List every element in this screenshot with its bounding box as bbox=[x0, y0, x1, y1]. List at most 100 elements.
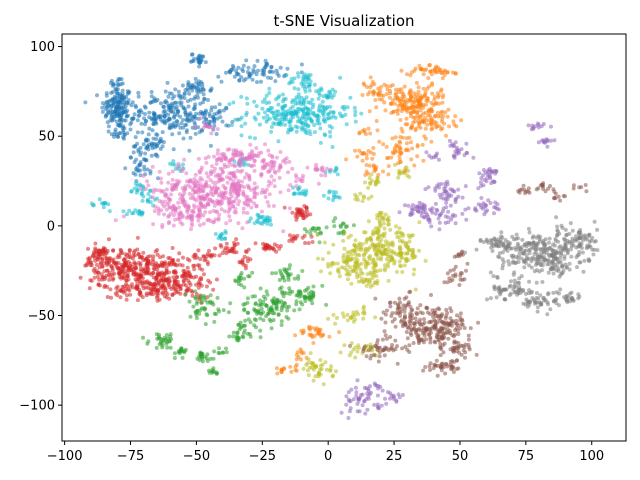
data-point bbox=[106, 129, 111, 134]
data-point bbox=[530, 257, 535, 261]
data-point bbox=[492, 168, 497, 173]
data-point bbox=[492, 236, 497, 241]
data-point bbox=[534, 235, 539, 240]
data-point bbox=[144, 285, 148, 290]
data-point bbox=[189, 227, 193, 232]
data-point bbox=[151, 259, 156, 264]
data-point bbox=[283, 122, 287, 127]
data-point bbox=[135, 130, 140, 135]
data-point bbox=[202, 97, 207, 102]
data-point bbox=[95, 93, 99, 98]
data-point bbox=[348, 258, 353, 262]
data-point bbox=[113, 127, 118, 132]
data-point bbox=[546, 258, 551, 263]
data-point bbox=[453, 213, 458, 218]
data-point bbox=[201, 54, 206, 59]
data-point bbox=[460, 195, 465, 200]
data-point bbox=[449, 319, 454, 324]
data-point bbox=[204, 160, 209, 165]
data-point bbox=[148, 169, 153, 174]
data-point bbox=[204, 117, 209, 121]
data-point bbox=[390, 240, 395, 245]
data-point bbox=[168, 345, 173, 350]
data-point bbox=[294, 299, 299, 304]
data-point bbox=[570, 228, 575, 233]
data-point bbox=[366, 348, 371, 353]
data-point bbox=[212, 311, 217, 316]
data-point bbox=[388, 391, 393, 396]
data-point bbox=[309, 234, 314, 239]
data-point bbox=[371, 146, 376, 150]
data-point bbox=[258, 328, 263, 333]
data-point bbox=[531, 240, 536, 245]
series-7 bbox=[339, 121, 557, 420]
data-point bbox=[440, 76, 445, 81]
data-point bbox=[183, 88, 188, 92]
data-point bbox=[216, 74, 221, 79]
data-point bbox=[260, 106, 265, 111]
data-point bbox=[138, 267, 143, 272]
data-point bbox=[304, 205, 309, 210]
data-point bbox=[171, 258, 176, 262]
data-point bbox=[388, 95, 392, 100]
data-point bbox=[194, 282, 199, 287]
data-point bbox=[351, 223, 356, 228]
data-point bbox=[226, 310, 231, 315]
data-point bbox=[488, 296, 493, 301]
data-point bbox=[428, 335, 433, 340]
data-point bbox=[570, 239, 575, 244]
data-point bbox=[383, 239, 388, 244]
data-point bbox=[398, 140, 403, 145]
data-point bbox=[295, 350, 300, 355]
data-point bbox=[198, 257, 203, 262]
data-point bbox=[390, 257, 395, 262]
data-point bbox=[318, 230, 323, 235]
data-point bbox=[128, 284, 133, 289]
data-point bbox=[542, 246, 547, 251]
data-point bbox=[426, 217, 431, 222]
data-point bbox=[258, 302, 263, 306]
data-point bbox=[375, 393, 380, 398]
data-point bbox=[423, 187, 428, 192]
data-point bbox=[93, 241, 98, 246]
data-point bbox=[354, 390, 359, 395]
data-point bbox=[86, 246, 90, 251]
data-point bbox=[560, 247, 565, 252]
data-point bbox=[125, 212, 129, 217]
data-point bbox=[333, 321, 338, 326]
data-point bbox=[263, 142, 267, 147]
data-point bbox=[408, 91, 413, 96]
data-point bbox=[252, 99, 257, 104]
data-point bbox=[124, 114, 129, 119]
data-point bbox=[115, 123, 120, 128]
data-point bbox=[392, 101, 397, 106]
data-point bbox=[267, 169, 272, 174]
data-point bbox=[569, 290, 574, 295]
x-tick-label: 0 bbox=[324, 449, 332, 464]
data-point bbox=[237, 260, 242, 264]
data-point bbox=[397, 210, 402, 215]
data-point bbox=[248, 257, 253, 262]
data-point bbox=[392, 250, 397, 255]
data-point bbox=[178, 96, 183, 101]
data-point bbox=[191, 180, 196, 185]
data-point bbox=[521, 183, 526, 188]
data-point bbox=[421, 207, 426, 212]
data-point bbox=[251, 67, 256, 72]
data-point bbox=[91, 253, 96, 258]
data-point bbox=[299, 62, 304, 67]
data-point bbox=[253, 308, 258, 313]
data-point bbox=[106, 109, 110, 114]
data-point bbox=[127, 248, 132, 253]
data-point bbox=[268, 69, 273, 74]
data-point bbox=[170, 177, 175, 182]
data-point bbox=[116, 82, 121, 87]
data-point bbox=[223, 164, 228, 169]
data-point bbox=[309, 118, 314, 123]
data-point bbox=[533, 124, 538, 129]
data-point bbox=[227, 102, 232, 107]
data-point bbox=[519, 274, 524, 279]
data-point bbox=[355, 272, 359, 277]
data-point bbox=[201, 92, 206, 97]
data-point bbox=[530, 296, 535, 300]
